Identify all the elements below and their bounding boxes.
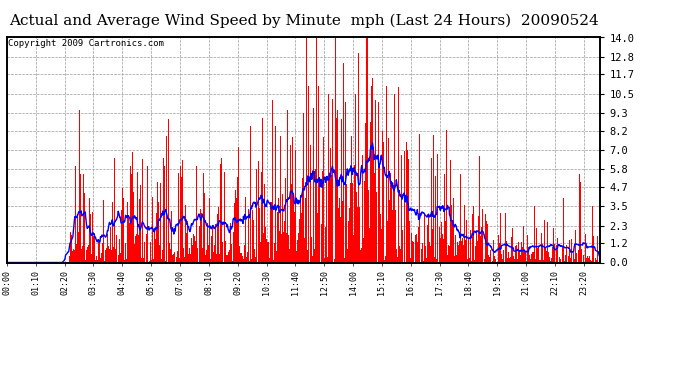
Text: Copyright 2009 Cartronics.com: Copyright 2009 Cartronics.com (8, 39, 164, 48)
Text: Actual and Average Wind Speed by Minute  mph (Last 24 Hours)  20090524: Actual and Average Wind Speed by Minute … (9, 13, 598, 27)
